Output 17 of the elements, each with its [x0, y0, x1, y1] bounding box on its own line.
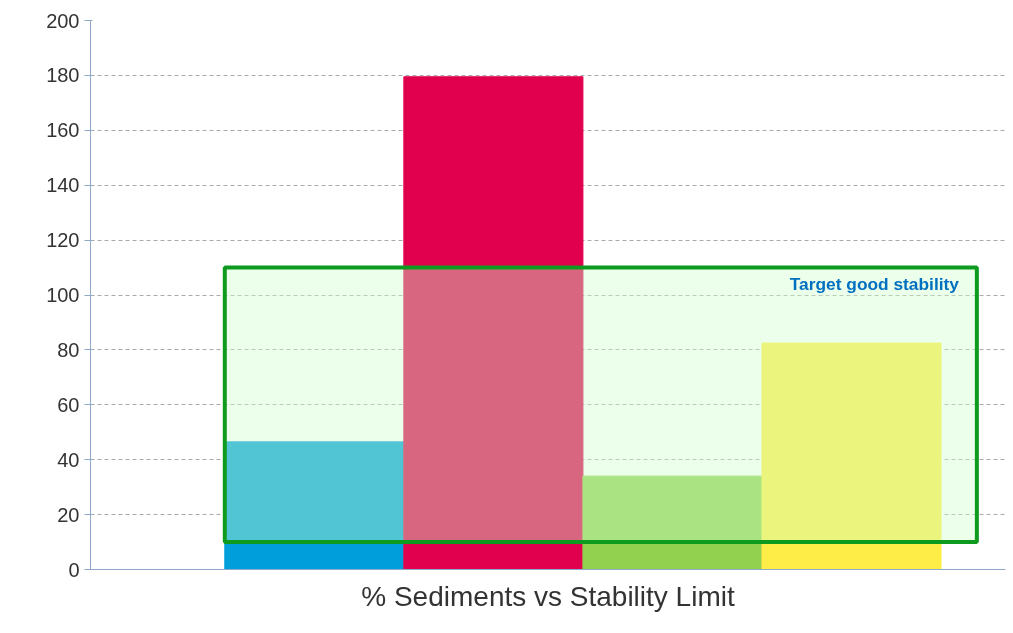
y-tick-label: 0 — [68, 558, 80, 581]
bar — [224, 441, 405, 570]
band-label: Target good stability — [789, 273, 960, 294]
y-tick-label: 100 — [46, 284, 80, 306]
bar — [761, 342, 942, 570]
y-tick-label: 120 — [46, 229, 80, 252]
bar — [403, 76, 584, 570]
y-tick-label: 80 — [57, 338, 80, 361]
y-tick-label: 160 — [46, 119, 80, 142]
y-tick-label: 180 — [46, 64, 80, 87]
bar — [582, 475, 763, 570]
y-tick-label: 20 — [57, 503, 80, 526]
y-tick-label: 40 — [57, 448, 80, 471]
x-axis-title: % Sediments vs Stability Limit — [361, 580, 735, 612]
y-tick-label: 200 — [46, 9, 80, 32]
y-tick-label: 140 — [46, 174, 80, 197]
y-tick-label: 60 — [57, 393, 80, 416]
